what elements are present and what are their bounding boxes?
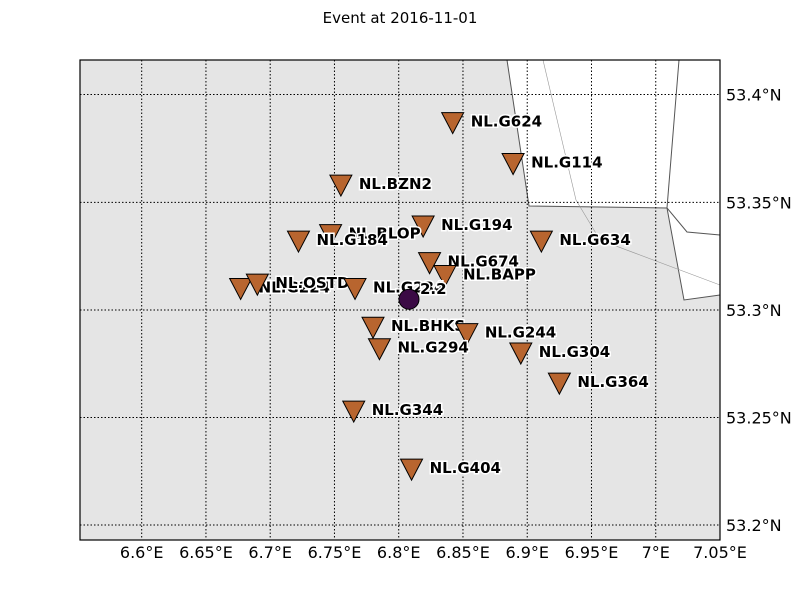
axis-ticks: 6.6°E 6.65°E 6.7°E 6.75°E 6.8°E 6.85°E 6.9°E 6.… — [120, 86, 792, 562]
station-label: NL.G234 — [373, 278, 444, 296]
station-label: NL.G194 — [441, 216, 512, 234]
station-label: NL.G184 — [316, 231, 387, 249]
map-title: Event at 2016-11-01 — [322, 9, 478, 27]
station-label: NL.G624 — [471, 113, 542, 131]
station-layer: NL.G624 NL.G114 NL.BZN2 NL.G194 NL.BLOPNL.G1… — [228, 111, 650, 482]
station-marker: NL.G344 — [341, 400, 445, 424]
station-label: NL.BHKS — [391, 317, 465, 335]
x-tick-label: 6.75°E — [308, 543, 362, 562]
station-marker: NL.BZN2 — [329, 174, 434, 198]
station-marker: NL.OSTD — [245, 273, 351, 297]
station-triangle-icon — [399, 458, 424, 482]
station-triangle-icon — [329, 174, 353, 198]
station-triangle-icon — [433, 265, 457, 288]
station-marker: NL.G364 — [547, 372, 650, 396]
station-label: NL.BZN2 — [359, 175, 432, 193]
station-label: NL.G224 — [259, 278, 330, 296]
station-marker: NL.G184 — [286, 230, 389, 254]
x-tick-label: 6.8°E — [377, 543, 421, 562]
station-triangle-icon — [508, 342, 533, 366]
station-triangle-icon — [228, 277, 253, 301]
station-marker: NL.G294 — [367, 337, 470, 361]
border-line — [666, 59, 721, 236]
grid-lines — [80, 60, 721, 540]
station-marker: NL.BLOP — [318, 223, 422, 247]
x-tick-label: 6.85°E — [436, 543, 490, 562]
station-marker: NL.G404 — [399, 458, 503, 482]
y-tick-label: 53.25°N — [726, 409, 792, 428]
station-triangle-icon — [341, 400, 366, 424]
station-marker: NL.G674 — [417, 251, 520, 275]
station-label: NL.G634 — [559, 231, 630, 249]
x-tick-label: 6.9°E — [505, 543, 549, 562]
x-tick-label: 6.65°E — [179, 543, 233, 562]
station-triangle-icon — [343, 277, 367, 301]
event-layer: 2.2 — [398, 279, 448, 310]
station-triangle-icon — [286, 230, 311, 254]
station-triangle-icon — [245, 273, 270, 297]
station-marker: NL.BAPP — [433, 264, 537, 288]
water-area — [507, 60, 720, 300]
station-label: NL.G114 — [531, 154, 602, 172]
station-label: NL.OSTD — [275, 274, 349, 292]
station-label: NL.G344 — [372, 401, 443, 419]
station-triangle-icon — [547, 372, 572, 396]
station-label: NL.BAPP — [463, 266, 536, 284]
station-label: NL.G674 — [448, 253, 519, 271]
station-label: NL.G304 — [539, 343, 610, 361]
x-tick-label: 6.95°E — [565, 543, 619, 562]
station-marker: NL.G624 — [440, 111, 544, 135]
station-triangle-icon — [440, 112, 465, 135]
station-marker: NL.G234 — [343, 277, 446, 301]
station-triangle-icon — [367, 338, 392, 361]
station-triangle-icon — [361, 316, 385, 340]
station-marker: NL.G224 — [228, 277, 332, 301]
event-magnitude-label: 2.2 — [420, 280, 447, 298]
station-triangle-icon — [417, 252, 442, 275]
event-marker — [398, 288, 420, 310]
y-tick-label: 53.3°N — [726, 301, 782, 320]
x-tick-label: 6.7°E — [248, 543, 292, 562]
station-triangle-icon — [529, 230, 554, 254]
y-tick-label: 53.2°N — [726, 516, 782, 535]
station-label: NL.G364 — [577, 373, 648, 391]
x-tick-label: 6.6°E — [120, 543, 164, 562]
station-triangle-icon — [318, 224, 343, 247]
station-triangle-icon — [455, 323, 479, 346]
river-line — [542, 59, 721, 286]
station-marker: NL.G194 — [411, 215, 514, 239]
x-tick-label: 7°E — [642, 543, 670, 562]
station-label: NL.G404 — [430, 459, 501, 477]
y-tick-label: 53.4°N — [726, 86, 782, 105]
station-triangle-icon — [501, 153, 525, 176]
map-frame — [79, 59, 721, 541]
station-marker: NL.G304 — [508, 342, 612, 366]
station-marker: NL.BHKS — [361, 316, 467, 340]
station-marker: NL.G634 — [529, 230, 632, 254]
station-label: NL.G244 — [485, 324, 556, 342]
station-label: NL.G294 — [397, 339, 468, 357]
station-label: NL.BLOP — [349, 225, 421, 243]
station-marker: NL.G244 — [455, 322, 558, 346]
station-triangle-icon — [411, 215, 435, 239]
x-tick-label: 7.05°E — [693, 543, 747, 562]
station-marker: NL.G114 — [501, 152, 604, 176]
y-tick-label: 53.35°N — [726, 193, 792, 212]
